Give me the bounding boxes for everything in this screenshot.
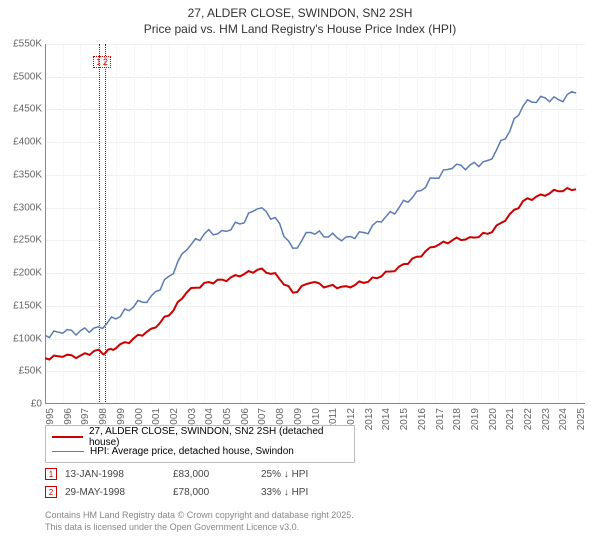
legend-swatch-2 [52, 451, 84, 452]
legend-row-series-1: 27, ALDER CLOSE, SWINDON, SN2 2SH (detac… [52, 430, 348, 444]
transaction-date: 13-JAN-1998 [65, 469, 165, 480]
footer-line-2: This data is licensed under the Open Gov… [45, 522, 354, 534]
transaction-marker-icon: 1 [45, 468, 57, 480]
x-tick-label: 2013 [364, 408, 375, 430]
legend: 27, ALDER CLOSE, SWINDON, SN2 2SH (detac… [45, 425, 355, 463]
x-tick-label: 2016 [417, 408, 428, 430]
y-tick-label: £50K [2, 366, 42, 377]
x-tick-label: 2014 [381, 408, 392, 430]
x-tick-label: 2015 [399, 408, 410, 430]
y-tick-label: £150K [2, 300, 42, 311]
y-tick-label: £250K [2, 235, 42, 246]
chart-marker-2: 2 [99, 56, 111, 68]
transaction-date: 29-MAY-1998 [65, 487, 165, 498]
y-tick-label: £550K [2, 39, 42, 50]
x-tick-label: 2017 [435, 408, 446, 430]
y-tick-label: £100K [2, 333, 42, 344]
chart-svg [45, 44, 585, 404]
x-tick-label: 2019 [470, 408, 481, 430]
title-line-1: 27, ALDER CLOSE, SWINDON, SN2 2SH [0, 6, 600, 22]
legend-swatch-1 [52, 436, 83, 438]
series-line-hpi [45, 92, 576, 338]
y-tick-label: £300K [2, 202, 42, 213]
series-line-price_paid [45, 188, 576, 360]
x-tick-label: 2025 [576, 408, 587, 430]
transactions-table: 1 13-JAN-1998 £83,000 25% ↓ HPI 2 29-MAY-1998… [45, 465, 361, 501]
x-tick-label: 2018 [452, 408, 463, 430]
y-tick-label: £450K [2, 104, 42, 115]
x-tick-label: 2022 [523, 408, 534, 430]
transaction-row: 2 29-MAY-1998 £78,000 33% ↓ HPI [45, 483, 361, 501]
transaction-diff: 33% ↓ HPI [261, 487, 361, 498]
x-tick-label: 2021 [505, 408, 516, 430]
chart-container: 27, ALDER CLOSE, SWINDON, SN2 2SH Price … [0, 0, 600, 560]
legend-label-2: HPI: Average price, detached house, Swin… [90, 446, 294, 457]
x-tick-label: 2020 [488, 408, 499, 430]
transaction-marker-icon: 2 [45, 486, 57, 498]
x-tick-label: 2023 [541, 408, 552, 430]
footer-line-1: Contains HM Land Registry data © Crown c… [45, 510, 354, 522]
transaction-price: £83,000 [173, 469, 253, 480]
y-tick-label: £200K [2, 268, 42, 279]
x-tick-label: 2024 [558, 408, 569, 430]
footer: Contains HM Land Registry data © Crown c… [45, 510, 354, 533]
transaction-row: 1 13-JAN-1998 £83,000 25% ↓ HPI [45, 465, 361, 483]
y-tick-label: £0 [2, 399, 42, 410]
y-tick-label: £350K [2, 169, 42, 180]
title-block: 27, ALDER CLOSE, SWINDON, SN2 2SH Price … [0, 0, 600, 39]
y-tick-label: £500K [2, 71, 42, 82]
transaction-price: £78,000 [173, 487, 253, 498]
transaction-diff: 25% ↓ HPI [261, 469, 361, 480]
y-tick-label: £400K [2, 137, 42, 148]
title-line-2: Price paid vs. HM Land Registry's House … [0, 22, 600, 38]
